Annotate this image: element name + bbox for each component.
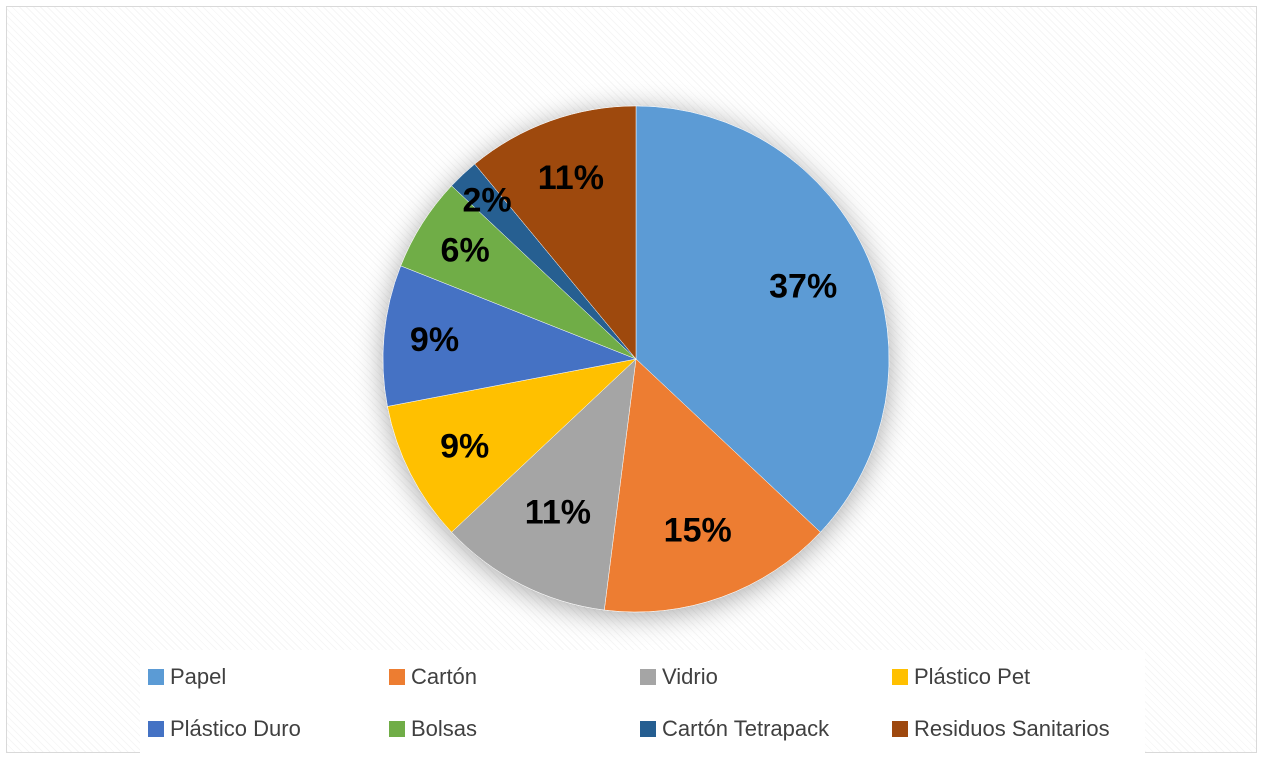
pie-slice-papel (635, 105, 890, 533)
pie-slice-plástico-pet (387, 358, 637, 533)
legend-label: Plástico Pet (914, 664, 1031, 689)
legend-label: Residuos Sanitarios (914, 716, 1110, 741)
data-label-plástico-duro: 9% (410, 321, 459, 359)
legend-label: Papel (170, 664, 227, 689)
legend-label: Plástico Duro (170, 716, 301, 741)
pie-slice-residuos-sanitarios (474, 105, 637, 360)
data-label-bolsas: 6% (441, 232, 490, 270)
legend-item-cartón: Cartón (389, 664, 477, 690)
legend-label: Cartón (411, 664, 478, 689)
legend-item-vidrio: Vidrio (640, 664, 718, 690)
legend-item-plástico-duro: Plástico Duro (148, 716, 301, 742)
data-label-cartón-tetrapack: 2% (462, 181, 511, 219)
data-label-plástico-pet: 9% (440, 427, 489, 465)
chart-frame: 37% 15% 11% 9% 9% 6% 2% 11% Papel Cartón Vidrio Pl… (6, 6, 1257, 756)
data-label-papel: 37% (769, 268, 837, 306)
legend: Papel Cartón Vidrio Plástico Pet Plástico Du… (140, 650, 1145, 756)
pie-chart: 37% 15% 11% 9% 9% 6% 2% 11% (382, 105, 890, 613)
data-label-residuos-sanitarios: 11% (538, 159, 604, 197)
legend-item-bolsas: Bolsas (389, 716, 477, 742)
legend-item-papel: Papel (148, 664, 226, 690)
legend-label: Vidrio (662, 664, 718, 689)
legend-swatch (892, 721, 908, 737)
pie-slice-cartón (604, 358, 821, 613)
legend-swatch (148, 721, 164, 737)
legend-swatch (389, 721, 405, 737)
legend-item-cartón-tetrapack: Cartón Tetrapack (640, 716, 829, 742)
legend-swatch (148, 669, 164, 685)
pie-slice-vidrio (451, 358, 637, 611)
legend-label: Bolsas (411, 716, 478, 741)
legend-label: Cartón Tetrapack (662, 716, 830, 741)
pie-slice-plástico-duro (382, 265, 637, 407)
legend-item-plástico-pet: Plástico Pet (892, 664, 1030, 690)
legend-swatch (640, 669, 656, 685)
data-label-vidrio: 11% (525, 493, 591, 531)
legend-item-residuos-sanitarios: Residuos Sanitarios (892, 716, 1110, 742)
legend-swatch (892, 669, 908, 685)
legend-swatch (389, 669, 405, 685)
legend-swatch (640, 721, 656, 737)
data-label-cartón: 15% (664, 511, 732, 549)
